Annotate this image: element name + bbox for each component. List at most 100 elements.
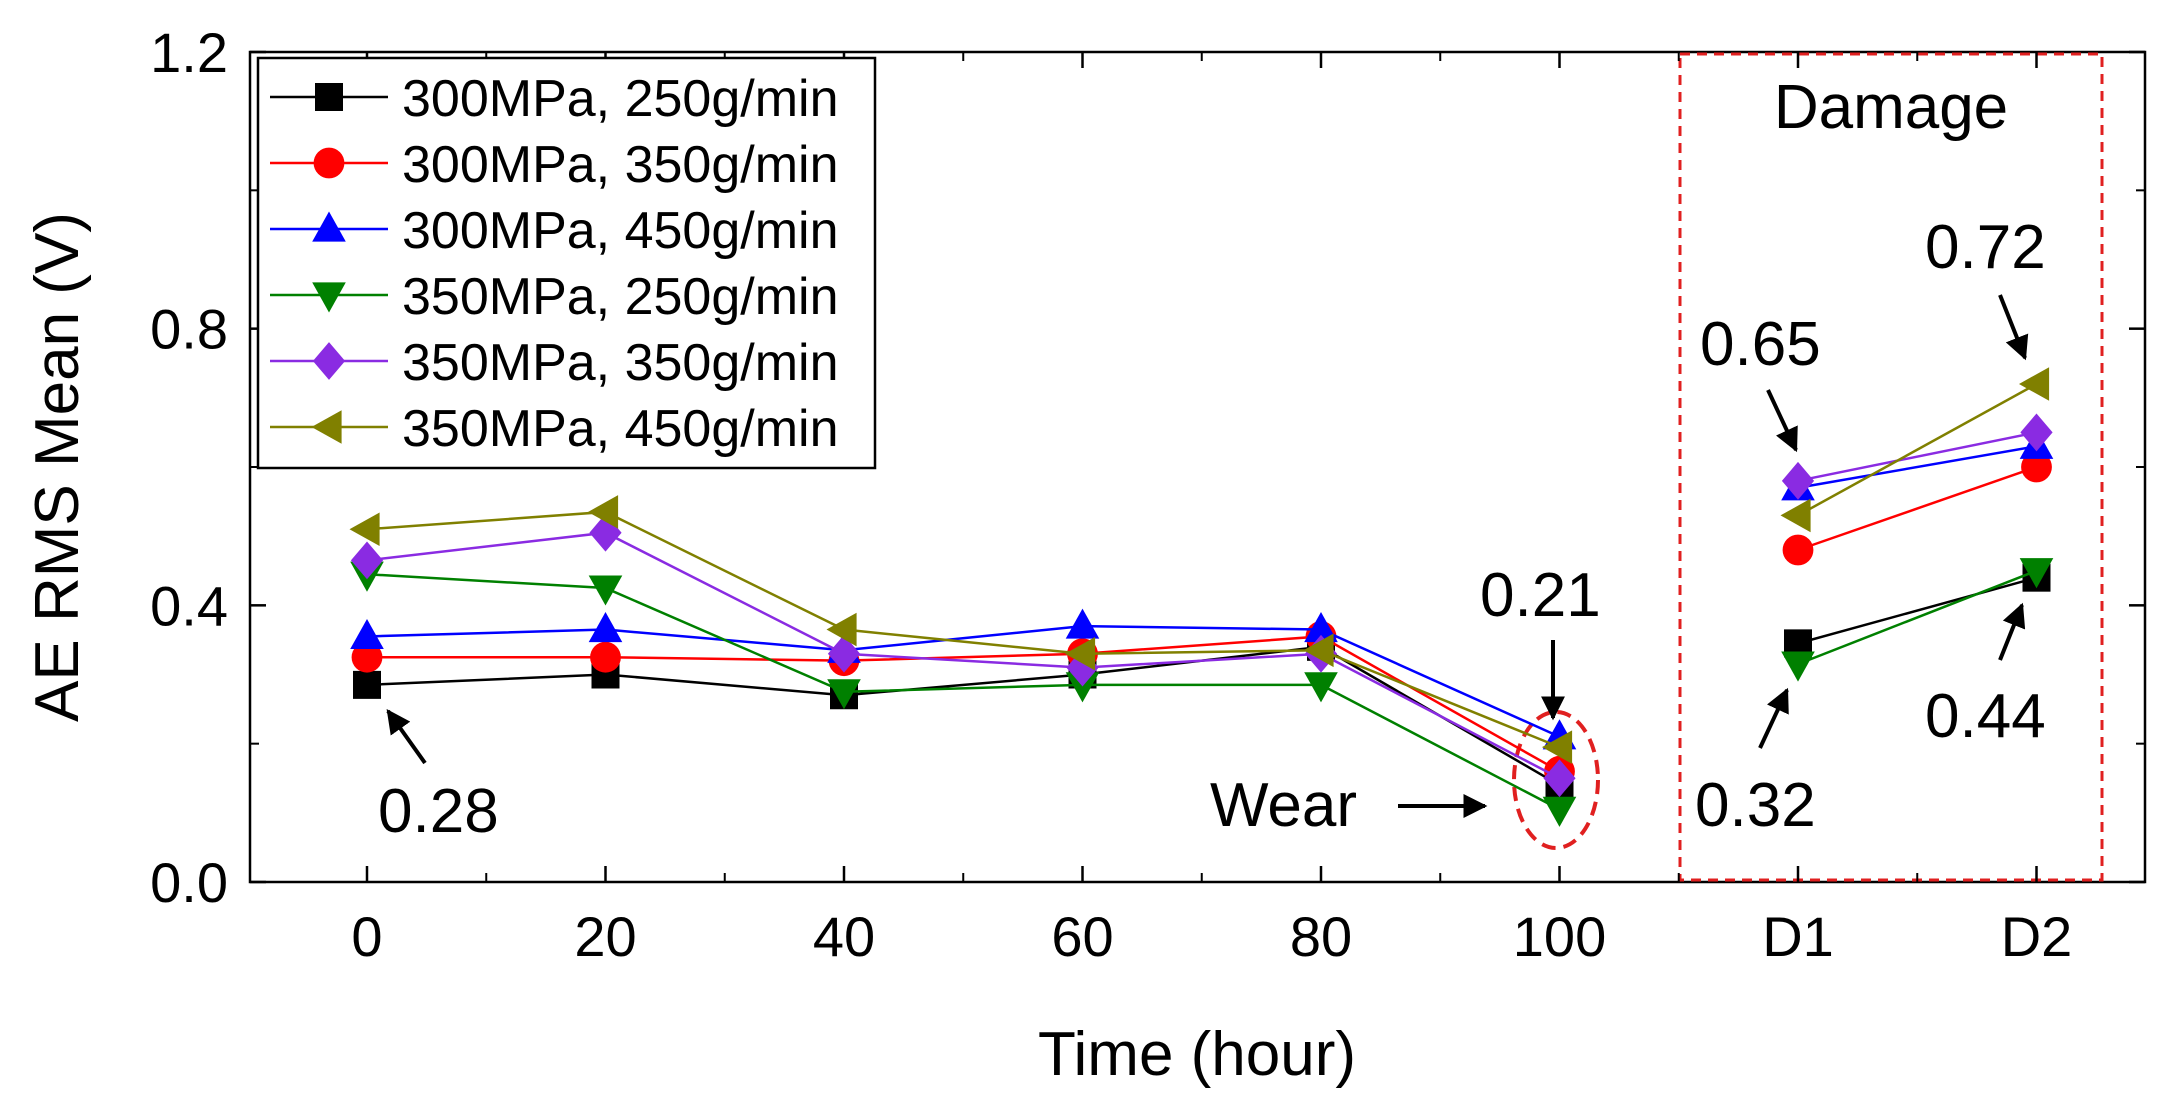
data-point-350mpa-250g-min-80 [1304,672,1338,703]
legend-entry-300mpa-450g-min: 300MPa, 450g/min [270,202,839,260]
annotation-0-21: 0.21 [1480,561,1601,630]
legend-label: 350MPa, 350g/min [402,334,839,392]
arrow-0-44 [1998,602,2026,661]
series-350mpa-350g-min [350,413,2053,798]
data-point-300mpa-350g-min-0 [351,641,383,673]
y-axis: 0.0 0.4 0.8 1.2 [150,21,2145,914]
data-point-350mpa-450g-min-40 [826,612,857,647]
x-tick-label-d1: D1 [1762,905,1834,968]
data-point-300mpa-350g-min-d2 [2021,451,2052,483]
x-tick-label-100: 100 [1513,905,1606,968]
y-tick-label-0-0: 0.0 [150,851,228,914]
data-point-350mpa-350g-min-60 [1066,648,1099,687]
data-point-300mpa-450g-min-0 [350,618,384,650]
legend-entry-300mpa-350g-min: 300MPa, 350g/min [270,136,839,194]
damage-region-box [1678,52,2104,882]
data-point-350mpa-450g-min-100 [1542,730,1573,764]
data-point-350mpa-250g-min-d2 [2019,558,2054,589]
data-point-300mpa-250g-min-0 [353,670,381,699]
annotations: 0.28 0.21 Wear 0.65 0.72 0.32 0.44 Damag… [378,73,2046,846]
data-point-350mpa-450g-min-60 [1065,636,1096,671]
data-point-350mpa-350g-min-0 [350,541,384,580]
series-line-wear-300mpa-450g-min [366,624,1561,738]
data-point-350mpa-250g-min-100 [1542,796,1577,827]
data-point-300mpa-450g-min-20 [588,612,623,643]
legend: 300MPa, 250g/min 300MPa, 350g/min 300MPa, … [256,56,877,470]
legend-entry-350mpa-250g-min: 350MPa, 250g/min [270,268,839,326]
arrow-0-28 [386,709,427,765]
x-tick-label-80: 80 [1290,905,1352,968]
legend-marker [312,342,346,380]
series-line-wear-350mpa-450g-min [366,510,1560,749]
series-line-damage-350mpa-450g-min [1797,382,2038,517]
series-350mpa-450g-min [349,367,2050,764]
legend-marker [313,147,345,179]
data-point-350mpa-250g-min-60 [1065,672,1100,703]
x-tick-label-20: 20 [574,905,636,968]
series-line-damage-350mpa-350g-min [1797,431,2037,483]
series-line-wear-300mpa-350g-min [367,635,1561,773]
data-point-300mpa-350g-min-d1 [1782,534,1814,566]
data-point-350mpa-450g-min-20 [588,495,619,529]
y-tick-label-0-8: 0.8 [150,298,228,361]
data-point-300mpa-450g-min-60 [1065,608,1100,639]
legend-marker [315,83,343,111]
series-line-damage-300mpa-350g-min [1797,465,2037,552]
data-point-350mpa-250g-min-40 [827,679,861,710]
data-point-300mpa-350g-min-20 [590,641,621,673]
x-tick-label-0: 0 [351,905,382,968]
arrow-0-65 [1766,389,1798,453]
data-point-350mpa-350g-min-40 [827,634,861,673]
data-point-350mpa-450g-min-0 [349,512,380,547]
legend-marker [312,211,346,242]
data-point-350mpa-450g-min-80 [1303,633,1334,668]
series-350mpa-250g-min [350,558,2054,827]
legend-marker [312,282,346,313]
legend-label: 300MPa, 350g/min [402,136,839,194]
data-point-350mpa-350g-min-d1 [1781,461,1815,500]
x-tick-label-40: 40 [813,905,875,968]
legend-entry-350mpa-450g-min: 350MPa, 450g/min [270,400,839,458]
legend-entry-350mpa-350g-min: 350MPa, 350g/min [270,334,839,392]
arrow-0-72 [1998,294,2029,361]
annotation-0-28: 0.28 [378,777,499,846]
legend-label: 350MPa, 250g/min [402,268,839,326]
x-tick-label-60: 60 [1051,905,1113,968]
legend-label: 300MPa, 450g/min [402,202,839,260]
annotation-0-72: 0.72 [1925,213,2046,282]
series-line-wear-350mpa-350g-min [366,531,1561,780]
annotation-0-65: 0.65 [1700,310,1821,379]
series-line-wear-350mpa-250g-min [366,572,1561,811]
annotation-wear: Wear [1210,771,1357,840]
data-point-350mpa-450g-min-d1 [1780,498,1811,533]
data-point-350mpa-350g-min-d2 [2020,413,2053,452]
legend-label: 300MPa, 250g/min [402,70,839,128]
series-layer [349,367,2054,827]
annotation-0-44: 0.44 [1925,682,2046,751]
series-line-damage-350mpa-250g-min [1797,569,2037,666]
series-line-damage-300mpa-450g-min [1797,445,2037,489]
data-point-350mpa-450g-min-d2 [2019,367,2050,401]
legend-entry-300mpa-250g-min: 300MPa, 250g/min [270,70,839,128]
x-axis: 0 20 40 60 80 100 D1 D2 [351,52,2072,968]
y-tick-label-0-4: 0.4 [150,574,228,637]
data-point-350mpa-250g-min-20 [588,575,623,606]
series-line-damage-300mpa-250g-min [1797,576,2037,645]
annotation-damage: Damage [1774,73,2008,142]
series-300mpa-450g-min [350,428,2054,750]
data-point-350mpa-350g-min-100 [1543,759,1576,798]
wear-ellipse [1512,710,1600,850]
x-axis-title: Time (hour) [1038,1020,1356,1089]
x-tick-label-d2: D2 [2001,905,2073,968]
data-point-300mpa-450g-min-80 [1304,612,1338,643]
annotation-0-32: 0.32 [1695,771,1816,840]
legend-box [256,56,877,470]
y-axis-title: AE RMS Mean (V) [23,212,92,722]
arrow-0-32 [1758,687,1789,749]
legend-marker [311,410,342,444]
data-point-350mpa-250g-min-d1 [1781,651,1815,682]
y-tick-label-1-2: 1.2 [150,21,228,84]
series-line-wear-300mpa-250g-min [366,645,1561,787]
legend-label: 350MPa, 450g/min [402,400,839,458]
